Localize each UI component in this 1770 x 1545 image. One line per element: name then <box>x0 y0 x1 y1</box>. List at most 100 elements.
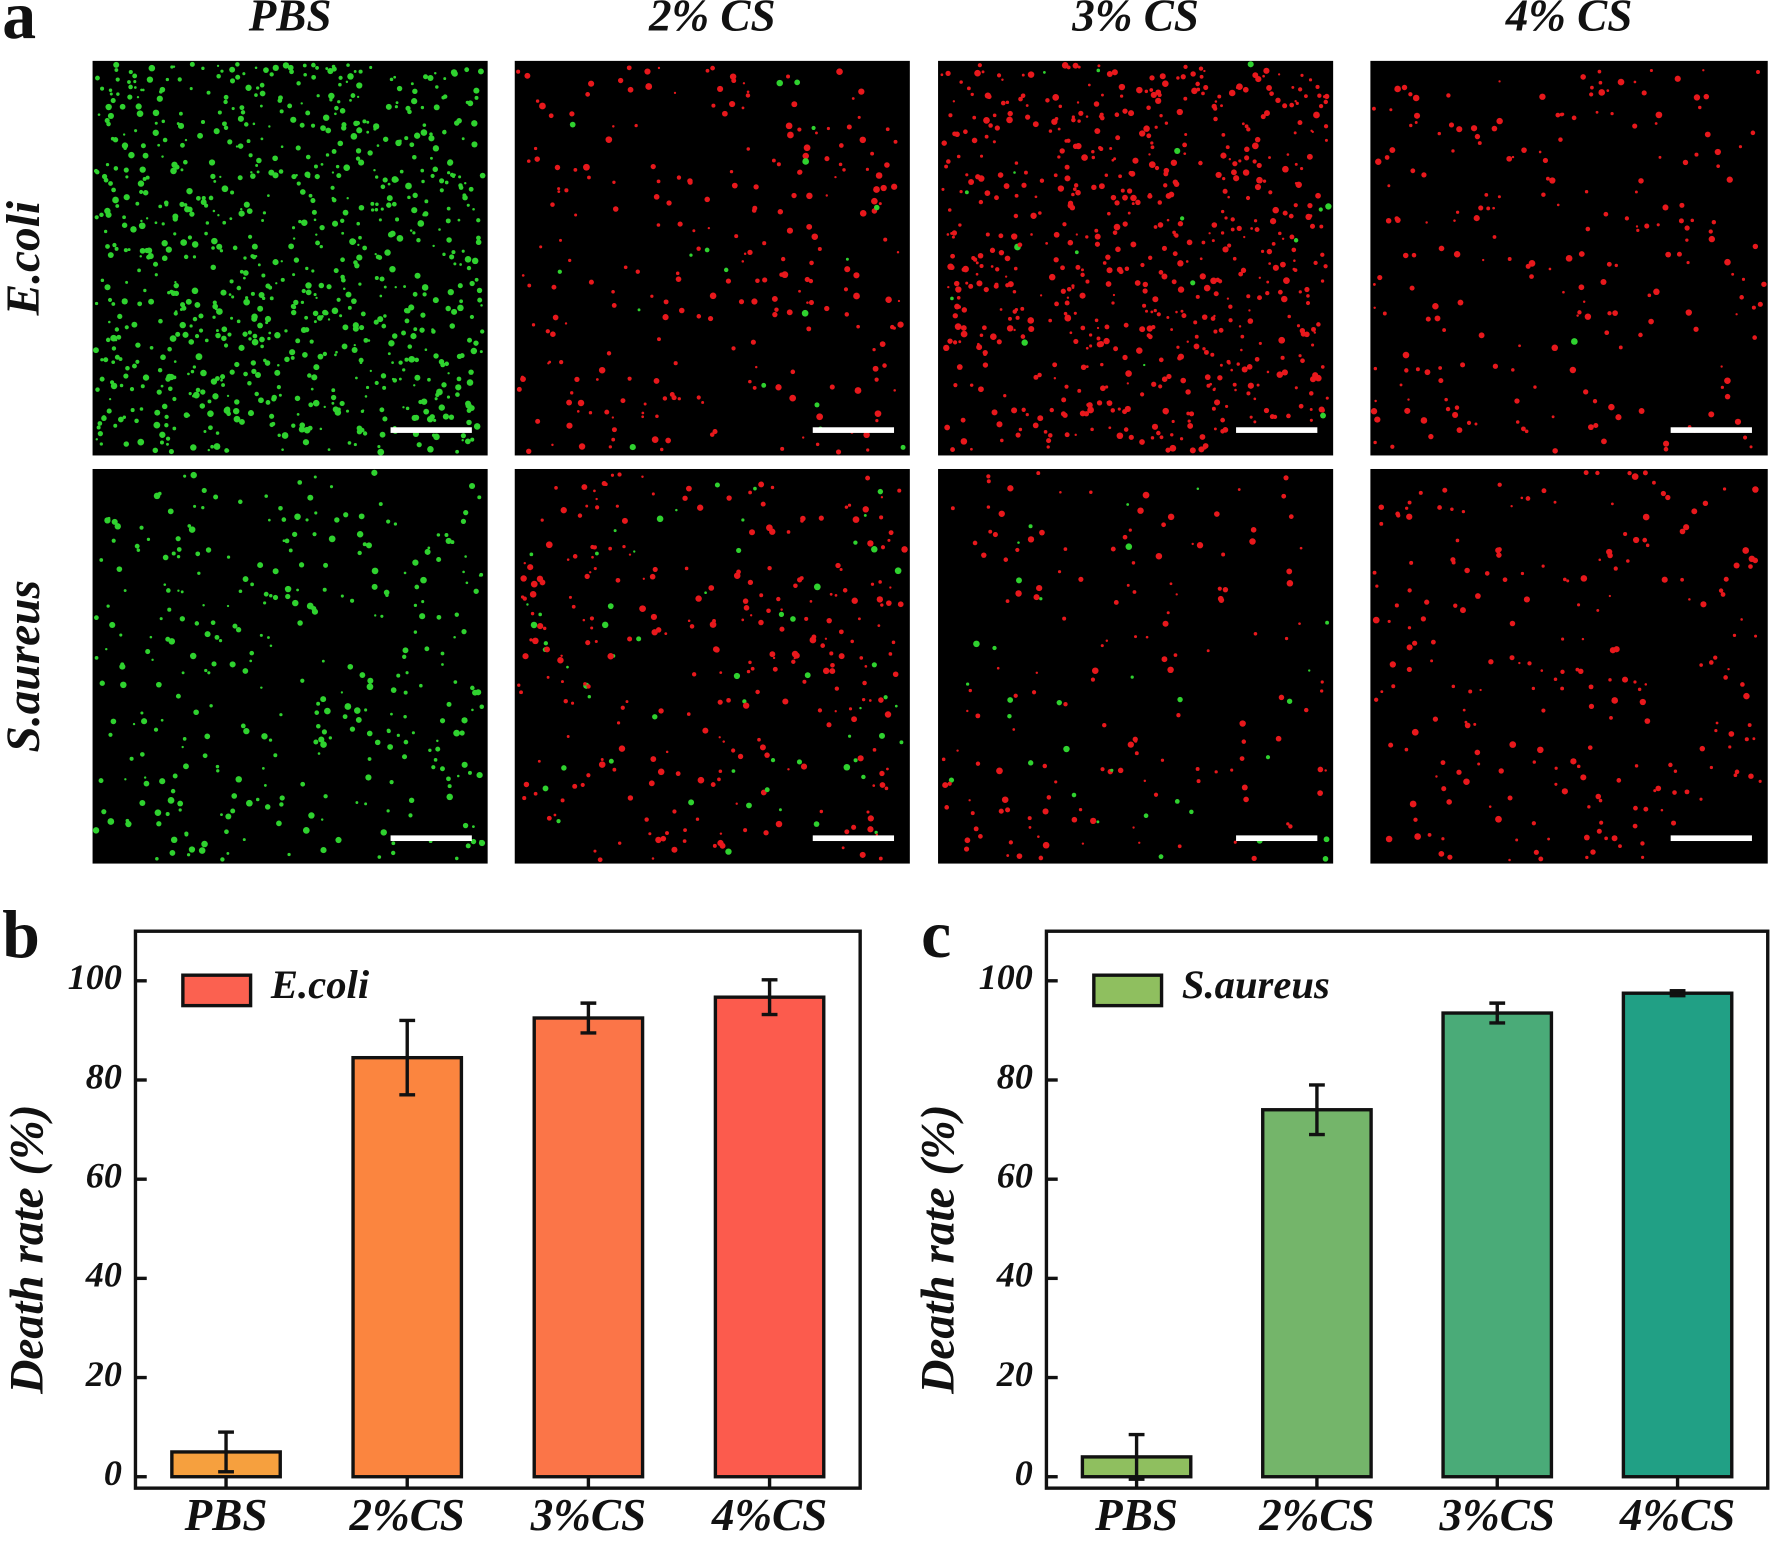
cell-dot <box>1242 86 1249 93</box>
cell-dot <box>1100 385 1106 392</box>
cell-dot <box>705 68 710 73</box>
cell-dot <box>1304 707 1309 713</box>
cell-dot <box>1262 74 1265 78</box>
cell-dot <box>189 211 195 217</box>
cell-dot <box>1571 338 1578 345</box>
cell-dot <box>236 319 241 324</box>
cell-dot <box>736 569 741 575</box>
cell-dot <box>598 366 606 374</box>
cell-dot <box>566 558 570 561</box>
cell-dot <box>1053 231 1060 238</box>
cell-dot <box>475 239 482 246</box>
cell-dot <box>1217 94 1222 99</box>
cell-dot <box>1001 78 1004 81</box>
cell-dot <box>454 856 459 861</box>
cell-dot <box>455 384 462 391</box>
cell-dot <box>1031 690 1037 695</box>
cell-dot <box>664 632 668 636</box>
cell-dot <box>148 298 155 305</box>
cell-dot <box>816 413 824 421</box>
cell-dot <box>643 402 647 406</box>
cell-dot <box>140 88 143 92</box>
cell-dot <box>1744 737 1749 742</box>
cell-dot <box>146 76 154 83</box>
cell-dot <box>330 185 335 190</box>
cell-dot <box>99 212 104 218</box>
cell-dot <box>1057 185 1065 192</box>
cell-dot <box>291 173 297 180</box>
cell-dot <box>394 105 398 109</box>
cell-dot <box>1269 91 1274 96</box>
cell-dot <box>1454 405 1460 410</box>
cell-dot <box>362 245 368 251</box>
cell-dot <box>650 756 657 762</box>
cell-dot <box>830 662 835 668</box>
cell-dot <box>191 241 199 248</box>
cell-dot <box>877 624 881 627</box>
cell-dot <box>189 324 193 328</box>
cell-dot <box>808 300 814 306</box>
cell-dot <box>440 651 445 656</box>
cell-dot <box>307 494 314 501</box>
cell-dot <box>433 104 440 111</box>
cell-dot <box>1641 855 1645 859</box>
cell-dot <box>107 112 114 119</box>
cell-dot <box>377 445 381 449</box>
cell-dot <box>379 407 385 413</box>
cell-dot <box>292 237 296 240</box>
cell-dot <box>172 375 177 380</box>
cell-dot <box>623 265 628 270</box>
cell-dot <box>1477 762 1481 766</box>
cell-dot <box>293 299 299 306</box>
cell-dot <box>290 309 297 316</box>
cell-dot <box>1075 143 1082 150</box>
cell-dot <box>1451 149 1455 153</box>
cell-dot <box>725 848 732 855</box>
cell-dot <box>181 745 184 749</box>
cell-dot <box>707 315 714 322</box>
cell-dot <box>154 273 158 277</box>
cell-dot <box>872 784 876 787</box>
cell-dot <box>1275 735 1282 742</box>
cell-dot <box>235 145 239 148</box>
cell-dot <box>1560 686 1565 691</box>
cell-dot <box>1085 279 1090 284</box>
cell-dot <box>166 442 169 446</box>
cell-dot <box>461 137 465 141</box>
cell-dot <box>143 776 147 779</box>
cell-dot <box>815 442 820 447</box>
cell-dot <box>593 849 597 853</box>
micrograph <box>938 468 1334 864</box>
cell-dot <box>422 292 427 297</box>
cell-dot <box>1511 368 1515 372</box>
panel-label: b <box>2 897 40 972</box>
cell-dot <box>1282 103 1288 109</box>
cell-dot <box>1004 275 1008 278</box>
cell-dot <box>1420 616 1427 622</box>
cell-dot <box>776 79 783 87</box>
cell-dot <box>167 797 175 804</box>
cell-dot <box>1167 513 1175 521</box>
cell-dot <box>1497 195 1501 199</box>
cell-dot <box>1275 97 1281 103</box>
cell-dot <box>194 302 201 308</box>
cell-dot <box>627 86 634 93</box>
cell-dot <box>1325 203 1332 210</box>
cell-dot <box>780 446 785 451</box>
cell-dot <box>523 561 526 565</box>
cell-dot <box>305 266 309 271</box>
cell-dot <box>996 421 1003 428</box>
cell-dot <box>1225 404 1229 408</box>
cell-dot <box>256 157 262 164</box>
cell-dot <box>1114 112 1120 118</box>
cell-dot <box>373 168 376 172</box>
cell-dot <box>475 689 482 696</box>
cell-dot <box>358 282 362 286</box>
cell-dot <box>213 443 221 450</box>
cell-dot <box>759 593 764 598</box>
scale-bar <box>1236 835 1318 842</box>
cell-dot <box>159 89 163 94</box>
cell-dot <box>1007 316 1012 321</box>
cell-dot <box>1384 155 1390 160</box>
cell-dot <box>449 254 455 260</box>
